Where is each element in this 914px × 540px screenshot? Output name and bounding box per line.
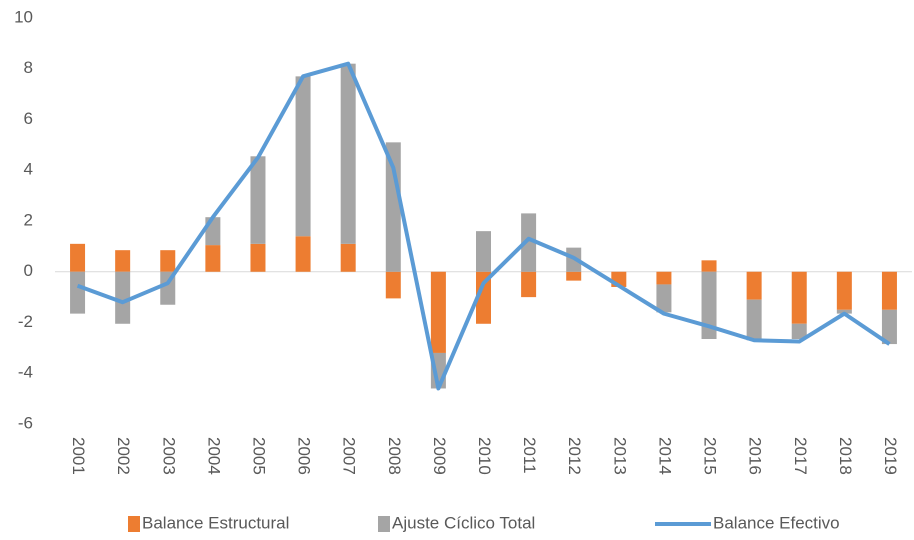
y-tick-label: 10 <box>14 7 33 26</box>
legend-label: Ajuste Cíclico Total <box>392 513 535 532</box>
bar <box>115 271 131 324</box>
bar <box>881 309 897 345</box>
y-tick-label: 6 <box>24 109 33 128</box>
bar <box>791 271 807 324</box>
legend-label: Balance Estructural <box>142 513 289 532</box>
x-tick-label: 2019 <box>881 437 900 475</box>
bar <box>340 243 356 272</box>
bar <box>340 63 356 244</box>
bar <box>521 213 537 272</box>
bar <box>701 260 717 272</box>
x-tick-label: 2007 <box>340 437 359 475</box>
bar <box>656 284 672 313</box>
bar <box>430 271 446 353</box>
x-tick-label: 2017 <box>791 437 810 475</box>
y-tick-label: -4 <box>18 363 33 382</box>
y-tick-label: 2 <box>24 210 33 229</box>
y-tick-label: 8 <box>24 58 33 77</box>
x-tick-label: 2013 <box>610 437 629 475</box>
x-tick-label: 2014 <box>655 437 674 475</box>
x-tick-label: 2015 <box>701 437 720 475</box>
bar <box>791 323 807 339</box>
x-tick-label: 2016 <box>746 437 765 475</box>
x-tick-label: 2006 <box>295 437 314 475</box>
bar <box>521 271 537 298</box>
bar <box>385 271 401 299</box>
bar <box>566 271 582 281</box>
x-tick-label: 2002 <box>114 437 133 475</box>
bar <box>160 250 176 272</box>
bar <box>205 245 221 272</box>
x-tick-label: 2005 <box>249 437 268 475</box>
bar <box>836 271 852 310</box>
y-tick-label: -6 <box>18 413 33 432</box>
bar <box>746 299 762 341</box>
x-tick-label: 2003 <box>159 437 178 475</box>
bar <box>115 250 131 272</box>
y-tick-label: -2 <box>18 312 33 331</box>
x-tick-label: 2001 <box>69 437 88 475</box>
bar <box>656 271 672 285</box>
bar <box>881 271 897 310</box>
y-tick-label: 0 <box>24 261 33 280</box>
bar <box>385 142 401 272</box>
x-tick-label: 2009 <box>430 437 449 475</box>
legend-swatch <box>128 516 140 532</box>
bar <box>476 271 491 324</box>
x-tick-label: 2018 <box>836 437 855 475</box>
bar <box>295 236 311 272</box>
x-tick-label: 2004 <box>204 437 223 475</box>
line <box>76 61 891 391</box>
legend-swatch <box>378 516 390 532</box>
bar <box>70 271 86 314</box>
bar <box>250 156 266 244</box>
x-tick-label: 2012 <box>565 437 584 475</box>
bar <box>701 271 717 339</box>
legend-label: Balance Efectivo <box>713 513 840 532</box>
bar <box>746 271 762 300</box>
x-tick-label: 2010 <box>475 437 494 475</box>
bar <box>70 243 86 272</box>
x-tick-label: 2008 <box>385 437 404 475</box>
x-tick-label: 2011 <box>520 437 539 474</box>
y-tick-label: 4 <box>24 160 33 179</box>
bar <box>476 231 491 272</box>
bar <box>250 243 266 272</box>
bar <box>295 76 311 237</box>
